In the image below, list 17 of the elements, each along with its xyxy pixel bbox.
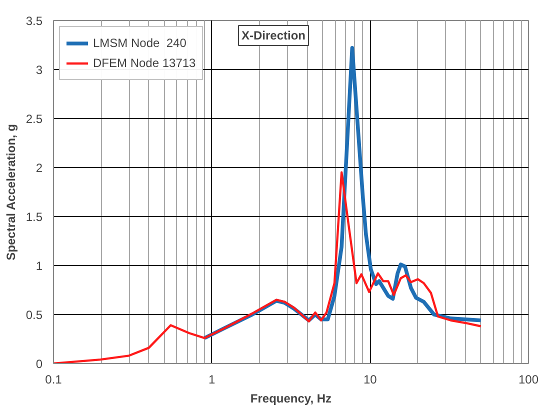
- y-tick-label: 0: [36, 357, 43, 371]
- y-tick-label: 1: [36, 259, 43, 273]
- y-tick-label: 1.5: [26, 210, 43, 224]
- y-tick-label: 3.5: [26, 14, 43, 28]
- y-tick-label: 3: [36, 63, 43, 77]
- y-tick-label: 2: [36, 161, 43, 175]
- x-tick-label: 10: [363, 372, 378, 386]
- y-axis-title: Spectral Acceleration, g: [4, 124, 18, 260]
- y-tick-label: 0.5: [26, 308, 43, 322]
- y-tick-label: 2.5: [26, 112, 43, 126]
- legend-label: DFEM Node 13713: [93, 56, 196, 70]
- legend-label: LMSM Node 240: [93, 36, 186, 50]
- x-tick-label: 0.1: [45, 372, 62, 386]
- annotation: X-Direction: [242, 28, 306, 42]
- x-tick-label: 1: [208, 372, 216, 386]
- x-axis-title: Frequency, Hz: [250, 392, 332, 406]
- x-tick-label: 100: [518, 372, 539, 386]
